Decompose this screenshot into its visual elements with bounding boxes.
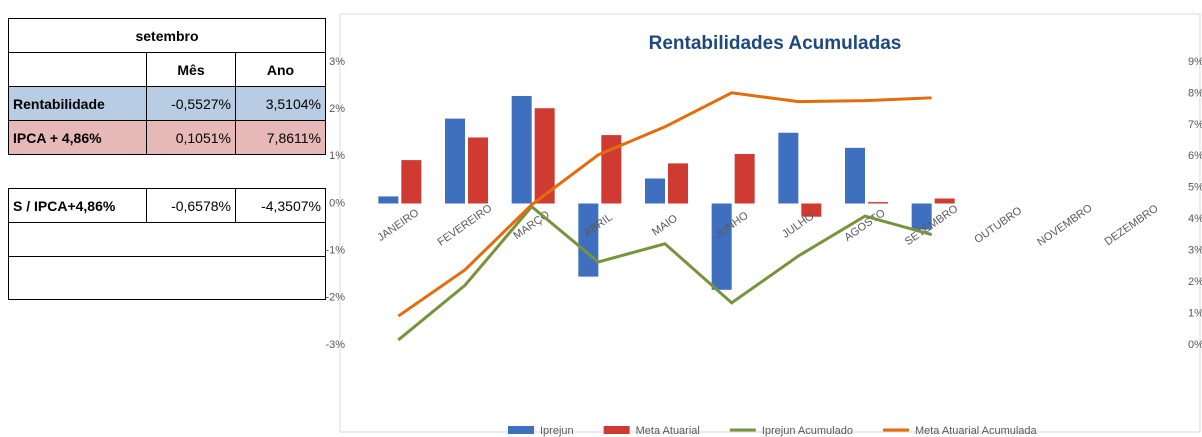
y-tick-label: -1% xyxy=(325,245,345,257)
legend-label: Meta Atuarial Acumulada xyxy=(915,425,1038,437)
y-tick-label: -2% xyxy=(325,292,345,304)
bar xyxy=(934,198,955,204)
bar xyxy=(468,137,488,204)
x-tick-label: JANEIRO xyxy=(375,207,421,244)
y-tick-label: -3% xyxy=(325,339,345,351)
y2-tick-label: 1% xyxy=(1188,307,1202,319)
legend-label: Iprejun Acumulado xyxy=(762,425,853,437)
header-cell: Ano xyxy=(235,52,326,87)
blank-row xyxy=(8,256,326,300)
y2-tick-label: 2% xyxy=(1188,276,1202,288)
y2-tick-label: 7% xyxy=(1188,119,1202,131)
y2-tick-label: 8% xyxy=(1188,87,1202,99)
cell: 7,8611% xyxy=(235,120,326,155)
bar xyxy=(911,203,932,230)
cell xyxy=(8,52,147,87)
y-tick-label: 0% xyxy=(329,197,345,209)
chart-title: Rentabilidades Acumuladas xyxy=(649,33,902,54)
cell: -4,3507% xyxy=(235,188,326,223)
legend-label: Meta Atuarial xyxy=(636,425,700,437)
bar xyxy=(845,147,865,204)
y-tick-label: 3% xyxy=(329,56,345,68)
table-title: setembro xyxy=(8,18,326,53)
y2-tick-label: 3% xyxy=(1188,245,1202,257)
bar xyxy=(668,163,688,204)
chart-frame xyxy=(339,13,1201,433)
cell: -0,5527% xyxy=(146,86,236,121)
y2-tick-label: 6% xyxy=(1188,150,1202,162)
bar xyxy=(645,178,665,204)
y2-tick-label: 9% xyxy=(1188,56,1202,68)
y-tick-label: 2% xyxy=(329,103,345,115)
bar xyxy=(778,132,799,204)
x-tick-label: SETEMBRO xyxy=(903,203,961,248)
line xyxy=(397,91,932,318)
blank-row xyxy=(8,222,326,257)
x-tick-label: MAIO xyxy=(650,212,680,238)
cell: 0,1051% xyxy=(146,120,236,155)
y2-tick-label: 5% xyxy=(1188,182,1202,194)
x-tick-label: OUTUBRO xyxy=(972,204,1024,246)
x-tick-label: JULHO xyxy=(780,210,817,241)
row-label: IPCA + 4,86% xyxy=(8,120,147,155)
summary-table: setembro Mês Ano Rentabilidade -0,5527% … xyxy=(8,18,326,300)
bar xyxy=(711,203,732,290)
cell: -0,6578% xyxy=(146,188,236,223)
legend-swatch xyxy=(603,426,630,434)
bar xyxy=(578,203,599,277)
cell: 3,5104% xyxy=(235,86,326,121)
y-tick-label: 1% xyxy=(329,150,345,162)
bar xyxy=(445,118,465,204)
row-label: S / IPCA+4,86% xyxy=(8,188,147,223)
x-tick-label: NOVEMBRO xyxy=(1035,202,1095,249)
legend-swatch xyxy=(508,426,534,434)
bar xyxy=(378,196,399,204)
bar xyxy=(734,153,755,204)
line xyxy=(397,204,933,342)
y2-tick-label: 4% xyxy=(1188,213,1202,225)
y2-tick-label: 0% xyxy=(1188,339,1202,351)
bar xyxy=(868,202,888,204)
bar xyxy=(401,160,422,204)
legend-label: Iprejun xyxy=(540,425,574,437)
x-tick-label: FEVEREIRO xyxy=(435,202,494,249)
bar xyxy=(511,95,532,204)
bar xyxy=(534,108,555,204)
bar xyxy=(801,203,822,217)
x-tick-label: DEZEMBRO xyxy=(1103,202,1161,248)
